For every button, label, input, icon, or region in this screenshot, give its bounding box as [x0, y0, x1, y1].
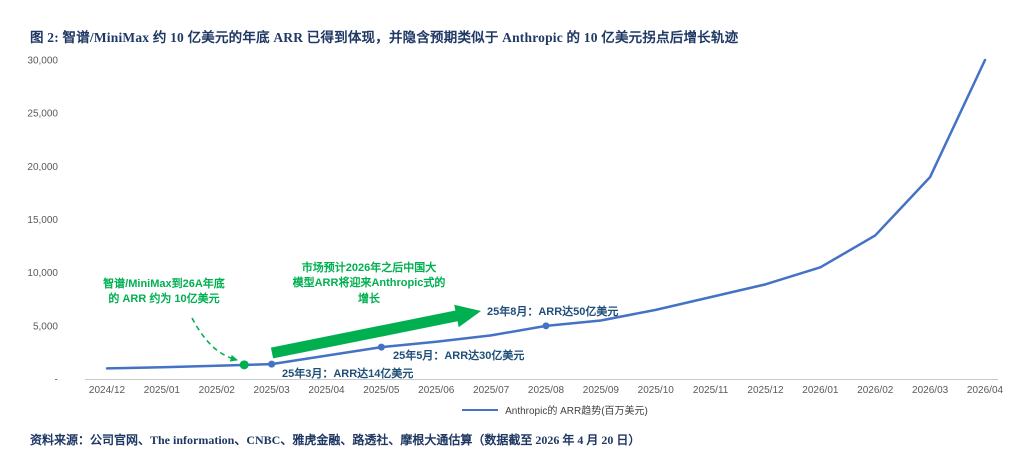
figure-title: 图 2: 智谱/MiniMax 约 10 亿美元的年底 ARR 已得到体现，并隐…: [30, 30, 739, 45]
x-tick-label: 2025/07: [473, 385, 510, 396]
annotation-may-arr: 25年5月：ARR达30亿美元: [393, 350, 525, 362]
annotation-line: 的 ARR 约为 10亿美元: [108, 293, 220, 306]
growth-arrow: [270, 304, 481, 359]
x-tick-label: 2026/02: [857, 385, 894, 396]
annotation-march-arr: 25年3月：ARR达14亿美元: [282, 368, 414, 380]
zhipu-minimax-dot: [239, 360, 249, 370]
x-tick-label: 2025/12: [747, 385, 784, 396]
legend-line-sample: [462, 408, 499, 411]
chart-legend: Anthropic的 ARR趋势(百万美元): [90, 402, 1020, 417]
annotation-line: 模型ARR将迎来Anthropic式的: [292, 277, 446, 290]
annotation-line: 智谱/MiniMax到26A年底: [103, 278, 225, 290]
x-tick-label: 2025/10: [638, 385, 675, 396]
x-tick-label: 2025/08: [528, 385, 565, 396]
y-tick-label: 25,000: [27, 109, 58, 120]
x-tick-label: 2025/06: [418, 385, 455, 396]
may-2025-dot: [377, 343, 385, 351]
dashed-pointer-arrow: [191, 317, 238, 362]
x-tick-label: 2025/01: [144, 385, 181, 396]
annotation-line: 市场预计2026年之后中国大: [301, 262, 437, 274]
x-tick-label: 2025/02: [199, 385, 236, 396]
x-tick-label: 2025/05: [363, 385, 400, 396]
y-tick-label: -: [55, 375, 58, 386]
arr-trend-line: [105, 58, 987, 370]
aug-2025-dot: [542, 322, 550, 330]
annotation-line: 增长: [358, 292, 380, 305]
annotation-market-forecast: 市场预计2026年之后中国大 模型ARR将迎来Anthropic式的 增长: [274, 261, 464, 307]
x-tick-label: 2025/04: [308, 385, 345, 396]
y-tick-label: 15,000: [27, 215, 58, 226]
annotation-zhipu-minimax: 智谱/MiniMax到26A年底 的 ARR 约为 10亿美元: [86, 277, 242, 308]
x-tick-label: 2024/12: [89, 385, 126, 396]
x-tick-label: 2026/04: [967, 385, 1004, 396]
y-tick-label: 20,000: [27, 162, 58, 173]
mar-2025-dot: [268, 360, 276, 368]
y-tick-label: 30,000: [27, 56, 58, 67]
y-tick-label: 10,000: [27, 268, 58, 279]
x-tick-label: 2026/01: [802, 385, 839, 396]
x-tick-label: 2025/11: [693, 385, 729, 396]
legend-label: Anthropic的 ARR趋势(百万美元): [505, 406, 648, 417]
x-tick-label: 2025/03: [254, 385, 291, 396]
x-tick-label: 2026/03: [912, 385, 949, 396]
x-tick-label: 2025/09: [583, 385, 620, 396]
y-tick-label: 5,000: [33, 321, 58, 332]
source-note: 资料来源：公司官网、The information、CNBC、雅虎金融、路透社、…: [30, 433, 641, 447]
annotation-august-arr: 25年8月：ARR达50亿美元: [487, 306, 619, 318]
